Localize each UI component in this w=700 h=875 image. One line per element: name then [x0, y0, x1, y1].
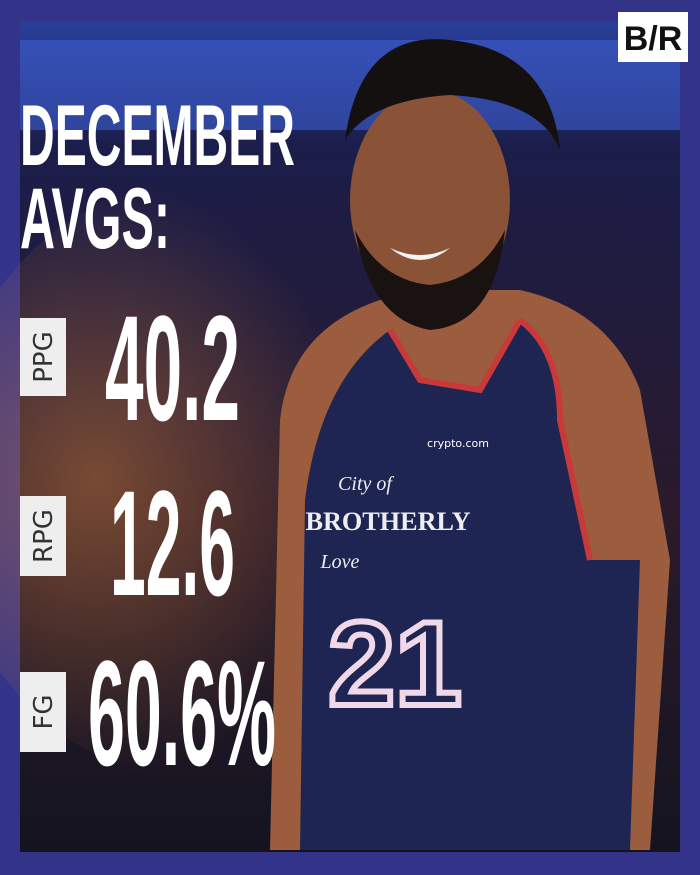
stat-value: 12.6	[110, 459, 235, 627]
stat-label-box	[20, 496, 66, 576]
jersey-text: Love	[320, 551, 360, 573]
jersey-text: BROTHERLY	[306, 507, 471, 536]
stat-label: RPG	[29, 509, 59, 563]
jersey-number: 21	[328, 597, 461, 731]
player: crypto.com City of BROTHERLY Love 21	[270, 39, 670, 850]
stat-label-box	[20, 672, 66, 752]
stat-row: RPG 12.6	[20, 459, 235, 627]
stat-label: PPG	[29, 331, 59, 383]
stat-value: 60.6%	[88, 629, 276, 797]
stat-label: FG	[29, 694, 59, 729]
logo-box	[618, 12, 688, 62]
logo: B/R	[624, 20, 683, 58]
stat-value: 40.2	[105, 284, 240, 452]
jersey-text: City of	[338, 473, 394, 495]
stat-label-box	[20, 318, 66, 396]
stat-row: FG 60.6%	[20, 629, 276, 797]
title: AVGS:	[20, 171, 170, 267]
jersey-sponsor: crypto.com	[427, 437, 489, 450]
stat-row: PPG 40.2	[20, 284, 240, 452]
title: DECEMBER	[20, 88, 295, 184]
